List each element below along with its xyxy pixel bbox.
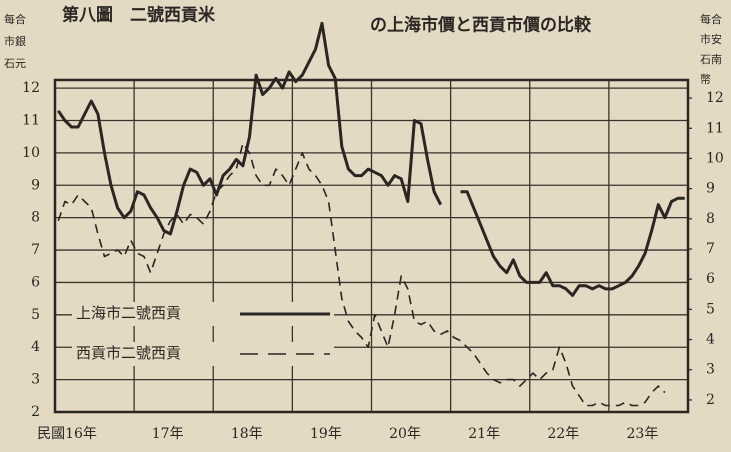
x-tick-label: 21年 bbox=[468, 426, 500, 442]
y2-axis-label: 市安 bbox=[700, 32, 722, 46]
y2-tick-label: 10 bbox=[706, 150, 724, 166]
y-axis-label: 石元 bbox=[4, 57, 26, 70]
y2-axis-label: 幣 bbox=[700, 73, 711, 86]
y-tick-label: 7 bbox=[31, 242, 40, 258]
x-tick-label: 19年 bbox=[310, 426, 342, 442]
y-tick-label: 2 bbox=[31, 404, 40, 420]
x-tick-label: 23年 bbox=[627, 426, 659, 442]
y-tick-label: 6 bbox=[31, 274, 40, 290]
y2-axis-label: 石南 bbox=[700, 53, 722, 66]
y-tick-label: 5 bbox=[31, 307, 40, 323]
legend-label: 西貢市二號西貢 bbox=[76, 344, 181, 362]
y2-tick-label: 7 bbox=[706, 241, 715, 257]
y-tick-label: 12 bbox=[22, 80, 40, 96]
x-tick-label: 18年 bbox=[231, 426, 263, 442]
y2-axis-label: 每合 bbox=[700, 12, 722, 26]
series-line bbox=[57, 142, 666, 407]
y-axis-label: 市銀 bbox=[4, 34, 26, 48]
y-tick-label: 9 bbox=[31, 177, 40, 193]
y2-tick-label: 5 bbox=[706, 301, 715, 317]
y2-tick-label: 9 bbox=[706, 181, 715, 197]
y-tick-label: 10 bbox=[22, 145, 40, 161]
y-tick-label: 4 bbox=[31, 339, 40, 355]
y2-tick-label: 11 bbox=[706, 120, 724, 136]
chart-subtitle: の上海市價と西貢市價の比較 bbox=[370, 15, 592, 36]
y2-tick-label: 3 bbox=[706, 362, 715, 378]
y2-tick-label: 2 bbox=[706, 392, 715, 408]
y2-tick-label: 6 bbox=[706, 271, 715, 287]
y-tick-label: 8 bbox=[31, 210, 40, 226]
y-tick-label: 11 bbox=[22, 112, 40, 128]
chart-title: 第八圖 二號西貢米 bbox=[62, 5, 216, 26]
x-tick-label: 22年 bbox=[547, 426, 579, 442]
y-tick-label: 3 bbox=[31, 372, 40, 388]
x-tick-label: 民國16年 bbox=[37, 426, 97, 442]
plot-frame bbox=[53, 78, 690, 414]
y2-tick-label: 8 bbox=[706, 211, 715, 227]
y2-tick-label: 12 bbox=[706, 90, 724, 106]
y2-tick-label: 4 bbox=[706, 332, 715, 348]
x-tick-label: 20年 bbox=[389, 426, 421, 442]
x-tick-label: 17年 bbox=[152, 426, 184, 442]
series-line bbox=[57, 21, 685, 297]
y-axis-label: 每合 bbox=[4, 12, 26, 26]
legend-bg bbox=[72, 342, 334, 366]
legend-label: 上海市二號西貢 bbox=[76, 304, 181, 322]
